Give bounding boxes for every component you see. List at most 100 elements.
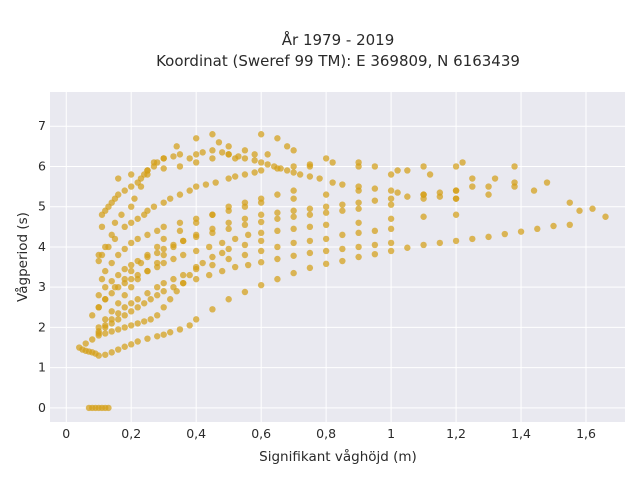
data-point [202, 181, 210, 188]
data-point [95, 352, 102, 359]
data-point [436, 189, 444, 196]
data-point [160, 165, 167, 172]
data-point [147, 296, 154, 303]
data-point [160, 304, 167, 311]
data-point [176, 163, 184, 170]
data-point [98, 223, 106, 231]
data-point [179, 237, 187, 245]
data-point [355, 183, 362, 190]
data-point [394, 167, 401, 174]
data-point [387, 215, 395, 222]
data-point [511, 163, 518, 170]
data-point [355, 205, 362, 212]
data-point [89, 312, 96, 319]
data-point [241, 241, 249, 249]
data-point [108, 290, 115, 297]
data-point [173, 288, 180, 295]
data-point [179, 251, 187, 259]
data-point [115, 251, 122, 259]
data-point [209, 155, 216, 162]
data-point [134, 338, 141, 345]
data-point [371, 241, 379, 249]
data-point [274, 275, 281, 283]
data-point [209, 253, 216, 261]
data-point [115, 346, 122, 353]
data-point [225, 245, 232, 253]
data-point [371, 185, 379, 192]
data-point [95, 304, 102, 311]
data-point [290, 252, 297, 259]
data-point [121, 245, 128, 253]
data-point [244, 261, 252, 269]
y-tick-label: 0 [38, 400, 46, 415]
data-point [306, 249, 314, 257]
data-point [283, 167, 291, 174]
data-point [134, 215, 141, 222]
data-point [173, 143, 180, 150]
x-tick-label: 1,2 [446, 426, 466, 441]
data-point [322, 209, 330, 216]
data-point [167, 195, 174, 202]
data-point [404, 193, 411, 200]
data-point [274, 227, 281, 235]
data-point [296, 171, 304, 178]
data-point [105, 404, 112, 412]
data-point [241, 288, 249, 296]
data-point [371, 227, 379, 235]
data-point [167, 329, 174, 336]
data-point [108, 328, 115, 335]
data-point [199, 149, 206, 156]
data-point [339, 231, 346, 239]
data-point [306, 237, 314, 245]
data-point [355, 253, 362, 261]
data-point [257, 211, 265, 218]
data-point [108, 277, 115, 285]
data-point [108, 259, 115, 267]
data-point [176, 151, 184, 158]
data-point [160, 235, 167, 243]
data-point [95, 257, 102, 265]
data-point [420, 163, 427, 170]
data-point [128, 283, 135, 291]
data-point [121, 275, 128, 283]
data-point [160, 288, 167, 295]
data-point [225, 219, 232, 226]
data-point [501, 230, 508, 238]
data-point [128, 239, 135, 247]
data-point [108, 349, 115, 356]
data-point [251, 151, 258, 158]
data-point [329, 179, 336, 186]
data-point [170, 275, 177, 283]
data-point [241, 199, 249, 206]
data-point [339, 207, 346, 214]
data-point [179, 279, 187, 287]
data-point [102, 243, 109, 251]
data-point [209, 131, 216, 138]
data-point [209, 147, 216, 154]
data-point [355, 163, 362, 170]
data-point [231, 263, 239, 271]
data-point [218, 239, 226, 247]
data-point [387, 171, 395, 178]
data-point [160, 155, 167, 162]
data-point [102, 322, 109, 329]
y-tick-label: 6 [38, 158, 46, 173]
data-point [154, 292, 161, 299]
data-point [102, 330, 109, 337]
data-point [118, 211, 125, 218]
data-point [95, 251, 102, 259]
data-point [137, 259, 145, 267]
x-tick-label: 0,8 [316, 426, 336, 441]
data-point [420, 213, 427, 220]
x-tick-label: 0,4 [186, 426, 206, 441]
data-point [459, 159, 466, 166]
data-point [530, 187, 538, 194]
data-point [387, 201, 395, 208]
data-point [134, 235, 141, 243]
data-point [218, 267, 226, 275]
data-point [270, 163, 278, 170]
x-tick-labels: 0 0,2 0,4 0,6 0,8 1 1,2 1,4 1,6 [62, 426, 596, 441]
data-point [355, 219, 362, 226]
data-point [290, 195, 297, 202]
